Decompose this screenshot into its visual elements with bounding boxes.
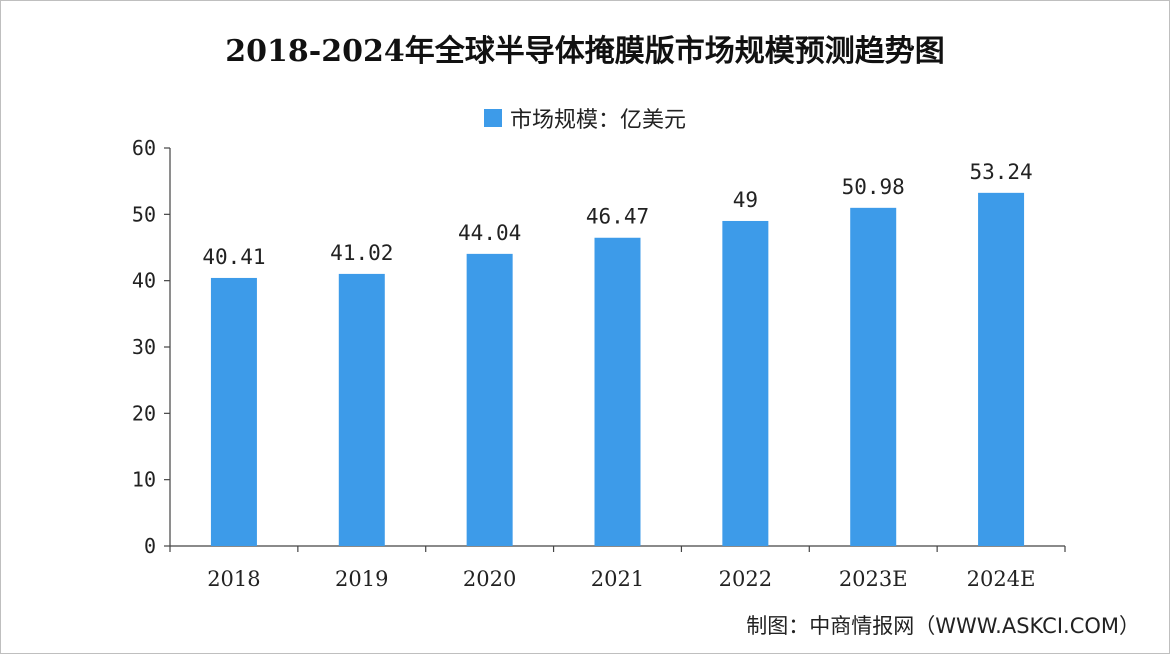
bar: [978, 192, 1025, 546]
y-tick-label: 40: [132, 269, 156, 293]
x-tick-label: 2024E: [967, 567, 1036, 591]
data-label: 44.04: [458, 221, 521, 245]
x-tick-label: 2023E: [839, 567, 908, 591]
legend: 市场规模：亿美元: [0, 102, 1170, 134]
y-tick-label: 20: [132, 401, 156, 425]
bar: [722, 220, 769, 546]
data-label: 40.41: [202, 245, 265, 269]
data-label: 53.24: [969, 160, 1032, 184]
y-tick-label: 50: [132, 202, 156, 226]
y-tick-label: 60: [132, 136, 156, 160]
bar: [594, 237, 641, 546]
bar: [338, 273, 385, 546]
chart-title: 2018-2024年全球半导体掩膜版市场规模预测趋势图: [225, 34, 945, 69]
x-tick-label: 2018: [207, 567, 260, 591]
legend-swatch: [483, 109, 502, 127]
legend-label: 市场规模：亿美元: [509, 108, 686, 133]
y-tick-label: 10: [132, 468, 156, 492]
x-tick-label: 2020: [463, 567, 516, 591]
bar: [466, 253, 513, 547]
data-label: 41.02: [330, 241, 393, 265]
x-tick-label: 2021: [591, 567, 644, 591]
bar: [850, 207, 897, 546]
y-tick-label: 30: [132, 335, 156, 359]
x-tick-label: 2019: [335, 567, 388, 591]
y-tick-label: 0: [144, 534, 156, 558]
x-tick-label: 2022: [719, 567, 772, 591]
data-label: 49: [733, 188, 758, 212]
data-label: 46.47: [586, 205, 649, 229]
bar: [210, 277, 257, 546]
source-note: 制图：中商情报网（WWW.ASKCI.COM）: [746, 614, 1140, 638]
data-label: 50.98: [842, 175, 905, 199]
